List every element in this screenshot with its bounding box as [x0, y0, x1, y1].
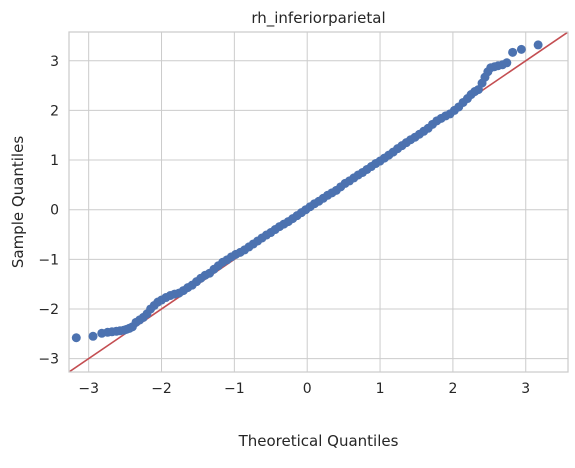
data-points [71, 40, 543, 343]
x-axis-label: Theoretical Quantiles [238, 432, 399, 450]
y-tick-labels: −3 −2 −1 0 1 2 3 [38, 54, 59, 368]
data-point [88, 331, 98, 341]
x-tick-label: 2 [448, 381, 457, 397]
data-point [533, 40, 543, 50]
plot-frame [68, 31, 569, 373]
y-tick-label: 3 [50, 54, 59, 70]
x-tick-label: 1 [376, 381, 385, 397]
data-point [516, 44, 526, 54]
y-tick-label: 0 [50, 203, 59, 219]
x-tick-label: −2 [151, 381, 172, 397]
y-tick-label: 2 [50, 103, 59, 119]
x-tick-labels: −3 −2 −1 0 1 2 3 [78, 381, 530, 397]
x-tick-label: 3 [521, 381, 530, 397]
data-point [508, 47, 518, 57]
y-tick-label: −1 [38, 252, 59, 268]
grid-lines [69, 32, 568, 372]
y-tick-label: 1 [50, 153, 59, 169]
data-point [71, 333, 81, 343]
y-axis-label: Sample Quantiles [9, 136, 27, 268]
x-tick-label: 0 [303, 381, 312, 397]
chart-title: rh_inferiorparietal [251, 9, 385, 28]
x-tick-label: −3 [78, 381, 99, 397]
data-point [502, 58, 512, 68]
y-tick-label: −3 [38, 352, 59, 368]
x-tick-label: −1 [224, 381, 245, 397]
y-tick-label: −2 [38, 302, 59, 318]
